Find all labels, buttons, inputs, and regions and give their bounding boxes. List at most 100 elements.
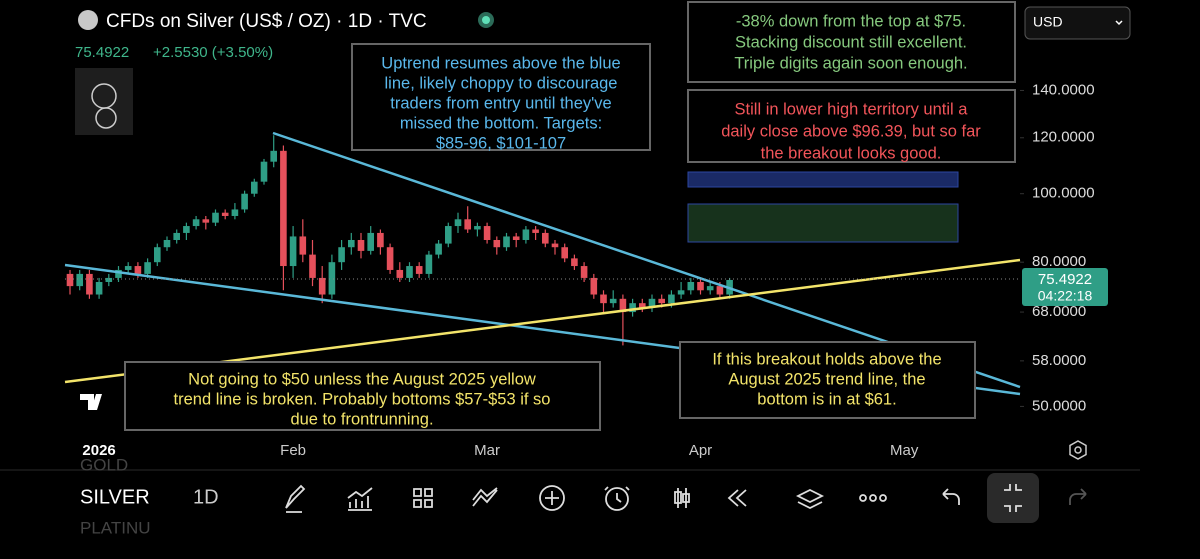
candle-body [367, 232, 374, 251]
candle-body [474, 226, 481, 230]
annotation-text: Stacking discount still excellent. [735, 33, 967, 51]
candle-body [532, 229, 539, 233]
candle-body [435, 243, 442, 255]
fullscreen-button[interactable] [987, 473, 1039, 523]
candle-body [309, 254, 316, 278]
annotation-text: Not going to $50 unless the August 2025 … [188, 370, 536, 388]
candle-body [454, 219, 462, 227]
annotation-text: -38% down from the top at $75. [736, 12, 966, 30]
annotation-text: August 2025 trend line, the [728, 370, 925, 388]
draw-tool[interactable] [285, 484, 306, 513]
undo-button[interactable] [942, 488, 960, 505]
candle-body [629, 303, 636, 313]
redo-button[interactable] [1069, 488, 1087, 505]
symbol-below[interactable]: PLATINU [80, 518, 151, 537]
change: +2.5530 (+3.50%) [153, 44, 273, 61]
candle-body [328, 262, 336, 295]
candle-body [280, 150, 287, 267]
target-box-green [687, 203, 959, 243]
candle-body [706, 286, 714, 291]
settings-button[interactable] [1069, 440, 1087, 460]
candle-body [251, 181, 258, 194]
candle-body [134, 266, 142, 274]
candle-body [86, 273, 93, 295]
chart-type-button[interactable] [674, 488, 690, 508]
candle-body [115, 269, 122, 278]
layouts-button[interactable] [413, 488, 433, 508]
fullscreen-icon [1004, 484, 1022, 512]
candle-body [192, 219, 200, 227]
annotation-text: Triple digits again soon enough. [734, 54, 967, 72]
candle-body [289, 236, 297, 267]
candle-body [542, 232, 549, 244]
y-tick-label: 58.0000 [1032, 352, 1086, 369]
x-tick-label: Feb [280, 442, 306, 459]
y-tick-label: 80.0000 [1032, 253, 1086, 270]
candle-body [415, 266, 423, 274]
candle-body [658, 298, 665, 304]
annotation-text: missed the bottom. Targets: [400, 114, 602, 132]
candle-body [445, 226, 452, 244]
annotation-text: due to frontrunning. [290, 410, 433, 428]
candle-body [687, 281, 695, 291]
title: CFDs on Silver (US$ / OZ) · 1D · TVC [106, 11, 427, 32]
annotation-text: daily close above $96.39, but so far [721, 122, 981, 140]
interval[interactable]: 1D [193, 486, 219, 508]
avatar [75, 68, 133, 135]
settings-icon [1074, 446, 1082, 454]
symbol[interactable]: SILVER [80, 486, 150, 508]
candle-body [270, 150, 277, 162]
annotation-text: If this breakout holds above the [712, 350, 941, 368]
x-tick-label: May [890, 442, 919, 459]
candle-body [338, 247, 345, 263]
status-dot [482, 16, 490, 24]
more-button[interactable] [859, 494, 867, 502]
candle-body [561, 247, 568, 259]
annotation-text: $85-96, $101-107 [436, 134, 566, 152]
x-tick-label: Apr [689, 442, 712, 459]
candle-body [483, 226, 491, 240]
add-icon [545, 491, 559, 505]
candle-body [154, 247, 161, 263]
candle-body [571, 258, 578, 267]
y-tick-label: 50.0000 [1032, 397, 1086, 414]
candle-body [241, 193, 248, 210]
alert-button[interactable] [605, 487, 629, 511]
last-price: 75.4922 [1038, 271, 1092, 288]
symbol-above[interactable]: GOLD [80, 455, 128, 474]
candle-body [66, 273, 74, 287]
annotation-text: bottom is in at $61. [757, 390, 896, 408]
replay-button[interactable] [727, 489, 747, 507]
more-icon [879, 494, 887, 502]
candle-body [202, 219, 210, 223]
currency-dropdown[interactable] [1024, 6, 1131, 40]
candle-body [668, 294, 675, 304]
candle-body [318, 277, 326, 295]
candle-body [639, 303, 646, 308]
candle-body [260, 161, 268, 182]
candle-body [95, 281, 103, 295]
candle-body [212, 212, 219, 223]
candle-body [425, 254, 433, 274]
candle-body [183, 226, 190, 233]
objects-button[interactable] [795, 488, 825, 510]
candle-body [348, 239, 355, 248]
add-button[interactable] [539, 485, 565, 511]
indicators-button[interactable] [347, 487, 373, 511]
templates-button[interactable] [472, 487, 498, 507]
annotation-text: line, likely choppy to discourage [385, 74, 618, 92]
candle-body [677, 290, 685, 295]
annotation-text: the breakout looks good. [761, 144, 942, 162]
candle-body [163, 239, 171, 248]
candle-body [503, 236, 510, 248]
candle-body [493, 239, 501, 248]
x-tick-label: 2026 [82, 442, 115, 459]
candle-body [522, 229, 530, 240]
candle-body [144, 262, 151, 274]
price-tag [1022, 268, 1108, 306]
countdown: 04:22:18 [1038, 288, 1093, 304]
candle-body [551, 243, 559, 248]
y-tick-label: 100.0000 [1032, 185, 1095, 202]
